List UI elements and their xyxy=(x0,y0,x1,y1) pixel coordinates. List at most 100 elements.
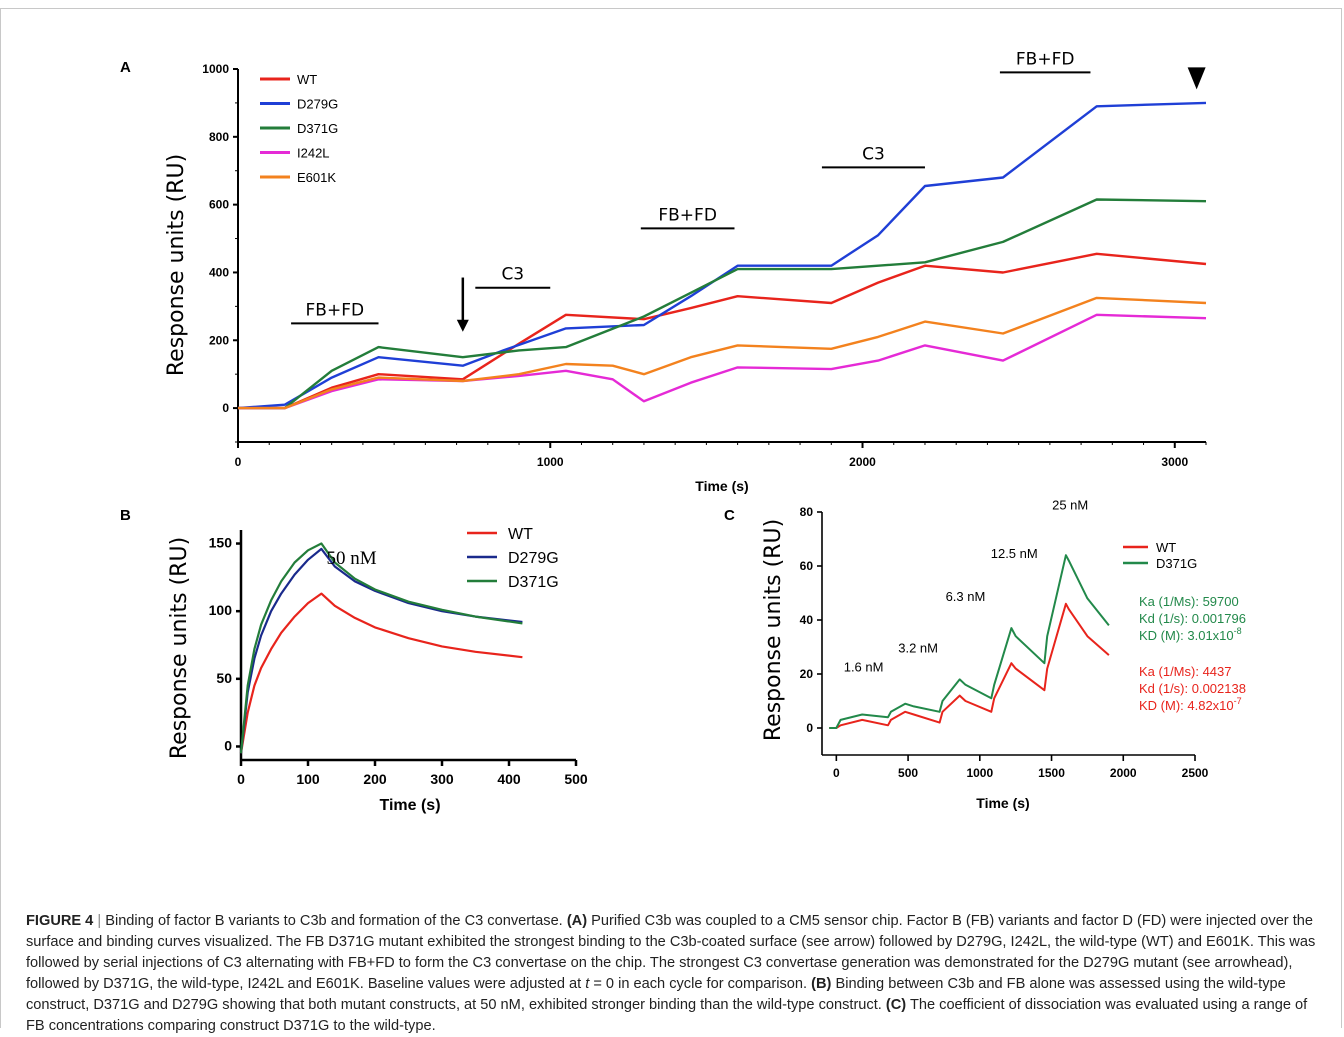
x-tick-label: 0 xyxy=(833,766,840,780)
y-tick-label: 50 xyxy=(216,670,232,686)
caption-part-a-tail: = 0 in each cycle for comparison. xyxy=(589,976,812,992)
panel-c-series xyxy=(829,554,1110,729)
series-line-d371g xyxy=(829,554,1110,729)
panel-a-legend: WT D279G D371G I242L E601K xyxy=(260,72,338,185)
x-tick-label: 100 xyxy=(296,771,320,787)
panel-b-legend: WT D279G D371G xyxy=(467,526,559,591)
series-line-d279g xyxy=(239,547,523,754)
panel-c-xlabel: Time (s) xyxy=(976,795,1029,811)
panel-b-axes: 0 50 100 150 0 100 200 300 400 500 xyxy=(209,530,588,787)
x-tick-label: 200 xyxy=(363,771,387,787)
y-tick-label: 40 xyxy=(800,613,814,627)
concentration-label: 6.3 nM xyxy=(946,589,986,604)
figure-caption: FIGURE 4 | Binding of factor B variants … xyxy=(26,913,1316,1034)
legend-label: WT xyxy=(1156,540,1176,555)
injection-label: FB+FD xyxy=(1016,49,1075,69)
legend-label: D279G xyxy=(508,550,559,567)
caption-italic-t: t xyxy=(585,976,590,992)
x-tick-label: 1000 xyxy=(537,455,564,469)
panel-a: A Response units (RU) Time (s) 0 200 400 60… xyxy=(120,49,1207,494)
kinetics-line: Ka (1/Ms): 4437 xyxy=(1139,664,1232,679)
panel-a-axes: 0 200 400 600 800 1000 0 1000 2000 3000 xyxy=(202,62,1207,469)
legend-label: WT xyxy=(297,72,317,87)
caption-figure-label: FIGURE 4 xyxy=(26,913,94,929)
concentration-label: 50 nM xyxy=(326,548,376,569)
legend-label: I242L xyxy=(297,146,330,161)
injection-label: FB+FD xyxy=(658,205,717,225)
x-tick-label: 500 xyxy=(564,771,588,787)
concentration-label: 3.2 nM xyxy=(898,640,938,655)
kinetics-line: KD (M): 4.82x10-7 xyxy=(1139,696,1242,713)
y-tick-label: 400 xyxy=(209,265,229,279)
panel-b: B Response units (RU) Time (s) 0 50 100 150… xyxy=(120,507,588,814)
panel-a-ylabel: Response units (RU) xyxy=(164,154,189,376)
panel-a-annotations: FB+FD C3 FB+FD C3 FB+FD xyxy=(291,49,1206,332)
series-line-wt xyxy=(239,592,523,754)
x-tick-label: 3000 xyxy=(1161,455,1188,469)
x-tick-label: 0 xyxy=(235,455,242,469)
caption-part-b-text: Binding between C3b and FB alone was ass… xyxy=(26,976,1286,1013)
panel-a-letter: A xyxy=(120,59,131,76)
kinetics-line: Kd (1/s): 0.001796 xyxy=(1139,611,1246,626)
panel-a-series xyxy=(237,101,1207,410)
concentration-label: 25 nM xyxy=(1052,497,1088,512)
concentration-label: 1.6 nM xyxy=(844,659,884,674)
y-tick-label: 150 xyxy=(209,535,233,551)
panel-c: C Response units (RU) Time (s) 0 20 40 60 80… xyxy=(724,497,1246,811)
kinetics-exponent: -7 xyxy=(1234,696,1242,706)
x-tick-label: 0 xyxy=(237,771,245,787)
panel-a-xlabel: Time (s) xyxy=(695,478,748,494)
kinetics-line: Ka (1/Ms): 59700 xyxy=(1139,594,1239,609)
caption-part-a-label: (A) xyxy=(566,913,588,929)
kinetics-line: Kd (1/s): 0.002138 xyxy=(1139,681,1246,696)
injection-label: FB+FD xyxy=(306,300,365,320)
panel-b-xlabel: Time (s) xyxy=(379,797,440,814)
legend-label: D279G xyxy=(297,97,338,112)
injection-label: C3 xyxy=(501,265,524,285)
caption-title: Binding of factor B variants to C3b and … xyxy=(105,913,563,929)
concentration-label: 12.5 nM xyxy=(991,546,1038,561)
panel-c-annotations: 1.6 nM 3.2 nM 6.3 nM 12.5 nM 25 nM xyxy=(844,497,1089,674)
panel-b-series xyxy=(239,542,523,754)
legend-label: D371G xyxy=(297,121,338,136)
y-tick-label: 20 xyxy=(800,667,814,681)
x-tick-label: 2000 xyxy=(1110,766,1137,780)
x-tick-label: 400 xyxy=(497,771,521,787)
panel-b-annotations: 50 nM xyxy=(326,548,376,569)
x-tick-label: 2000 xyxy=(849,455,876,469)
series-line-e601k xyxy=(238,296,1207,410)
y-tick-label: 200 xyxy=(209,333,229,347)
panel-b-letter: B xyxy=(120,507,131,524)
caption-part-b-label: (B) xyxy=(811,976,832,992)
y-tick-label: 0 xyxy=(806,721,813,735)
figure-canvas: A Response units (RU) Time (s) 020040060… xyxy=(120,49,1246,814)
legend-label: D371G xyxy=(508,574,559,591)
caption-part-a-text: Purified C3b was coupled to a CM5 sensor… xyxy=(26,913,1316,992)
series-line-d371g xyxy=(238,198,1207,410)
kinetics-line: KD (M): 3.01x10-8 xyxy=(1139,626,1242,643)
figure-frame xyxy=(0,8,1342,1028)
y-tick-label: 1000 xyxy=(202,62,229,76)
y-tick-label: 600 xyxy=(209,198,229,212)
panel-c-ylabel: Response units (RU) xyxy=(761,519,786,741)
injection-label: C3 xyxy=(862,144,885,164)
panel-c-letter: C xyxy=(724,507,735,524)
y-tick-label: 80 xyxy=(800,505,814,519)
y-tick-label: 60 xyxy=(800,559,814,573)
caption-part-c-label: (C) xyxy=(885,997,907,1013)
legend-label: E601K xyxy=(297,170,336,185)
series-line-wt xyxy=(829,602,1110,729)
series-line-d279g xyxy=(237,101,1207,410)
series-line-d371g xyxy=(239,542,523,754)
convertase-arrowhead xyxy=(1187,67,1206,90)
y-tick-label: 0 xyxy=(224,737,232,753)
x-tick-label: 1000 xyxy=(966,766,993,780)
binding-arrow-head xyxy=(456,319,469,332)
panel-c-axes: 0 20 40 60 80 0 500 1000 1500 2000 2500 xyxy=(800,505,1209,780)
x-tick-label: 2500 xyxy=(1182,766,1209,780)
x-tick-label: 300 xyxy=(430,771,454,787)
x-tick-label: 1500 xyxy=(1038,766,1065,780)
legend-label: D371G xyxy=(1156,556,1197,571)
